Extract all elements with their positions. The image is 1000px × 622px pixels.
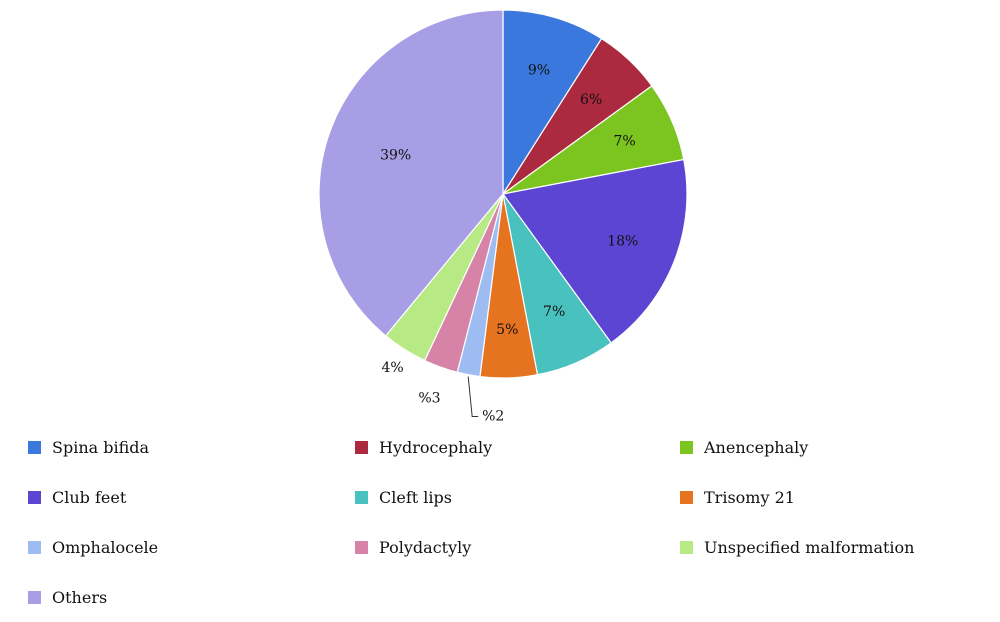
pie-chart: 9% 6% 7% 18% 7% 5% %2 %3 4% 39% xyxy=(318,9,688,425)
legend-item-omphalocele: Omphalocele xyxy=(28,536,158,558)
data-label-others: 39% xyxy=(380,147,411,163)
legend-swatch xyxy=(28,590,41,604)
data-label-polydactyly: %3 xyxy=(418,390,440,406)
legend-label: Spina bifida xyxy=(52,437,150,457)
legend-item-club-feet: Club feet xyxy=(28,486,126,508)
pie-slice-others xyxy=(318,9,504,337)
legend-item-anencephaly: Anencephaly xyxy=(680,436,808,458)
legend-label: Omphalocele xyxy=(52,537,159,557)
legend-item-hydrocephaly: Hydrocephaly xyxy=(355,436,492,458)
legend-label: Polydactyly xyxy=(379,537,472,557)
pie-slices xyxy=(318,9,688,379)
legend-label: Cleft lips xyxy=(379,487,452,507)
legend-swatch xyxy=(28,440,41,454)
legend-item-others: Others xyxy=(28,586,107,608)
data-label-cleft-lips: 7% xyxy=(543,304,565,320)
pie-slice-club-feet xyxy=(501,158,688,344)
legend-swatch xyxy=(680,440,693,454)
legend-item-trisomy-21: Trisomy 21 xyxy=(680,486,795,508)
legend-label: Unspecified malformation xyxy=(704,537,915,557)
data-label-omphalocele: %2 xyxy=(482,409,504,425)
legend-label: Club feet xyxy=(52,487,127,507)
legend-label: Anencephaly xyxy=(704,437,809,457)
leader-line-omphalocele xyxy=(467,376,479,418)
legend-swatch xyxy=(355,490,368,504)
legend-swatch xyxy=(680,540,693,554)
legend-swatch xyxy=(28,490,41,504)
data-label-club-feet: 18% xyxy=(607,233,638,249)
legend-label: Others xyxy=(52,587,108,607)
data-label-spina-bifida: 9% xyxy=(528,62,550,78)
legend-swatch xyxy=(28,540,41,554)
legend-swatch xyxy=(355,440,368,454)
data-label-hydrocephaly: 6% xyxy=(580,92,602,108)
legend-label: Hydrocephaly xyxy=(379,437,493,457)
legend-swatch xyxy=(680,490,693,504)
data-label-unspecified-malformation: 4% xyxy=(381,360,403,376)
pie-labels: 9% 6% 7% 18% 7% 5% %2 %3 4% 39% xyxy=(380,62,638,424)
legend-item-cleft-lips: Cleft lips xyxy=(355,486,452,508)
legend-item-spina-bifida: Spina bifida xyxy=(28,436,149,458)
legend-label: Trisomy 21 xyxy=(704,487,795,507)
data-label-anencephaly: 7% xyxy=(613,133,635,149)
legend-swatch xyxy=(355,540,368,554)
legend-item-polydactyly: Polydactyly xyxy=(355,536,471,558)
legend-item-unspecified-malformation: Unspecified malformation xyxy=(680,536,914,558)
data-label-trisomy-21: 5% xyxy=(496,322,518,338)
pie-slice-spina-bifida xyxy=(502,9,603,197)
